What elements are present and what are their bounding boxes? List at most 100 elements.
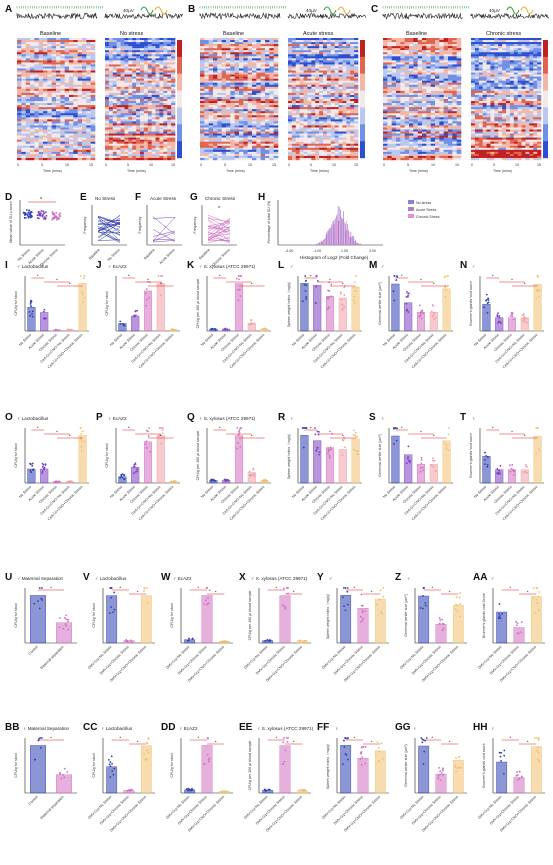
heatmap-cell — [342, 119, 347, 122]
heatmap-cell — [51, 42, 57, 45]
heatmap-cell — [151, 155, 156, 159]
heatmap-cell — [239, 38, 244, 41]
heatmap-cell — [34, 40, 39, 43]
heatmap-cell — [234, 42, 240, 45]
heatmap-cell — [252, 96, 257, 100]
heatmap-cell — [159, 86, 164, 90]
heatmap-cell — [128, 153, 133, 157]
heatmap-cell — [326, 54, 332, 57]
heatmap-cell — [56, 135, 61, 138]
heatmap-cell — [147, 109, 152, 112]
heatmap-cell — [73, 64, 78, 67]
heatmap-cell — [116, 48, 121, 51]
heatmap-cell — [17, 125, 22, 128]
heatmap-cell — [213, 48, 218, 51]
heatmap-cell — [326, 103, 332, 106]
heatmap-cell — [200, 107, 205, 110]
heatmap-cell — [208, 99, 214, 102]
heatmap-cell — [239, 107, 244, 110]
heatmap-cell — [217, 143, 222, 146]
heatmap-cell — [319, 40, 324, 43]
heatmap-cell — [413, 42, 418, 45]
heatmap-cell — [38, 137, 44, 140]
heatmap-cell — [221, 40, 227, 43]
heatmap-cell — [295, 76, 300, 79]
heatmap-cell — [30, 157, 35, 161]
heatmap-cell — [217, 86, 222, 90]
heatmap-cell — [217, 68, 222, 71]
heatmap-cell — [136, 92, 141, 96]
heatmap-cell — [346, 64, 351, 67]
heatmap-cell — [273, 133, 279, 136]
heatmap-cell — [234, 68, 240, 71]
heatmap-cell — [132, 86, 137, 90]
heatmap-cell — [269, 82, 274, 85]
heatmap-cell — [334, 131, 339, 134]
heatmap-cell — [417, 56, 423, 59]
heatmap-cell — [132, 84, 137, 87]
heatmap-cell — [21, 78, 26, 81]
heatmap-cell — [354, 86, 359, 90]
heatmap-cell — [323, 153, 328, 157]
heatmap-cell — [30, 78, 35, 81]
heatmap-cell — [330, 86, 335, 90]
heatmap-cell — [303, 115, 308, 118]
heatmap-cell — [230, 131, 235, 134]
heatmap-cell — [291, 52, 297, 55]
heatmap-cell — [307, 155, 312, 159]
heatmap-cell — [295, 38, 300, 41]
heatmap-cell — [334, 68, 339, 71]
heatmap-cell — [43, 141, 48, 144]
heatmap-cell — [448, 74, 453, 77]
heatmap-cell — [456, 90, 462, 94]
heatmap-cell — [108, 50, 114, 53]
heatmap-cell — [47, 62, 52, 65]
heatmap-cell — [21, 48, 26, 51]
heatmap-cell — [86, 109, 91, 112]
heatmap-cell — [163, 121, 168, 124]
heatmap-cell — [326, 149, 332, 153]
heatmap-cell — [208, 72, 214, 75]
heatmap-cell — [303, 44, 308, 47]
heatmap-cell — [311, 38, 316, 41]
heatmap-cell — [140, 101, 145, 104]
heatmap-cell — [350, 111, 355, 114]
heatmap-cell — [452, 48, 457, 51]
heatmap-cell — [159, 92, 164, 96]
heatmap-cell — [43, 92, 48, 96]
heatmap-cell — [311, 42, 316, 45]
heatmap-cell — [265, 70, 270, 73]
heatmap-cell — [132, 62, 137, 65]
heatmap-cell — [330, 113, 335, 116]
heatmap-cell — [147, 149, 152, 153]
heatmap-cell — [354, 40, 359, 43]
heatmap-cell — [243, 119, 248, 122]
heatmap-cell — [307, 92, 312, 96]
heatmap-cell — [17, 137, 22, 140]
heatmap-cell — [140, 103, 145, 106]
heatmap-cell — [124, 44, 129, 47]
heatmap-cell — [43, 127, 48, 130]
heatmap-cell — [124, 92, 129, 96]
heatmap-cell — [443, 66, 449, 69]
heatmap-cell — [383, 64, 388, 67]
heatmap-cell — [73, 105, 78, 108]
heatmap-cell — [315, 54, 320, 57]
heatmap-cell — [73, 52, 78, 55]
heatmap-cell — [147, 64, 152, 67]
heatmap-cell — [295, 94, 300, 98]
heatmap-cell — [319, 60, 324, 63]
heatmap-cell — [299, 78, 304, 81]
heatmap-cell — [400, 64, 405, 67]
heatmap-cell — [171, 82, 176, 85]
heatmap-cell — [391, 82, 397, 85]
heatmap-cell — [21, 101, 26, 104]
heatmap-cell — [252, 109, 257, 112]
heatmap-cell — [273, 42, 279, 45]
heatmap-cell — [334, 64, 339, 67]
heatmap-cell — [291, 90, 297, 94]
heatmap-cell — [400, 44, 405, 47]
heatmap-cell — [124, 143, 129, 146]
heatmap-cell — [221, 42, 227, 45]
heatmap-cell — [56, 119, 61, 122]
